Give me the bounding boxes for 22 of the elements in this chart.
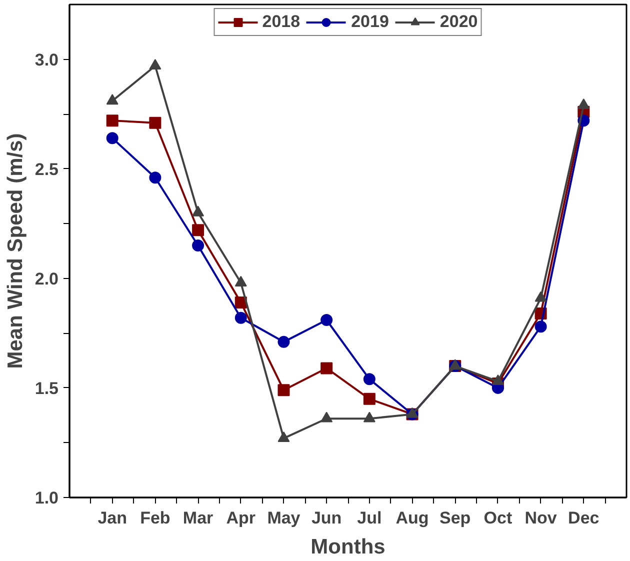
x-tick-label: Jul: [357, 508, 382, 528]
x-tick-label: Sep: [440, 508, 471, 528]
x-tick-label: Feb: [140, 508, 170, 528]
y-axis-title: Mean Wind Speed (m/s): [4, 133, 27, 369]
y-tick-label: 1.0: [34, 488, 59, 508]
x-tick-label: Oct: [484, 508, 512, 528]
x-tick-label: Nov: [524, 508, 558, 528]
x-tick-label: May: [267, 508, 301, 528]
legend-label: 2019: [351, 12, 389, 32]
y-tick-label: 2.5: [34, 160, 59, 179]
x-tick-label: Dec: [568, 508, 600, 528]
x-tick-label: Apr: [226, 508, 256, 528]
x-tick-label: Aug: [396, 508, 429, 528]
y-tick-label: 3.0: [34, 50, 59, 70]
legend-label: 2018: [262, 12, 300, 32]
x-tick-label: Jun: [311, 508, 342, 528]
x-axis-title: Months: [310, 536, 386, 558]
x-tick-label: Jan: [98, 508, 127, 528]
y-tick-label: 2.0: [34, 269, 59, 288]
legend-label: 2020: [440, 12, 478, 32]
y-tick-label: 1.5: [34, 378, 59, 398]
x-tick-label: Mar: [182, 508, 214, 528]
